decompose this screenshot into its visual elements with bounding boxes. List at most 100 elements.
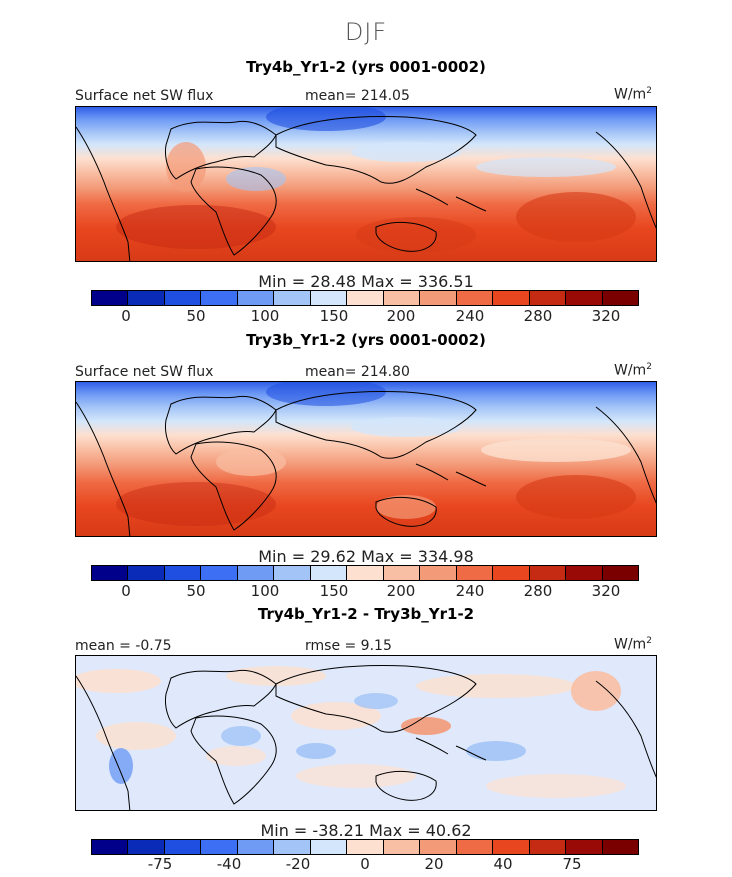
panel3-blob xyxy=(96,722,176,750)
panel3-blob xyxy=(486,774,626,798)
colorbar-swatch xyxy=(92,566,129,580)
panel2-mean-label: mean= 214.80 xyxy=(305,364,410,380)
colorbar-swatch xyxy=(237,291,275,305)
panel1-colorbar-label: 100 xyxy=(250,307,280,325)
colorbar-swatch xyxy=(274,840,311,854)
panel1-colorbar-label: 50 xyxy=(186,307,206,325)
panel3-anomalies xyxy=(76,666,626,798)
panel3-rmse-label: rmse = 9.15 xyxy=(305,638,392,654)
panel2-map xyxy=(75,381,657,537)
colorbar-swatch xyxy=(164,291,202,305)
panel3-blob xyxy=(571,671,621,711)
panel1-title: Try4b_Yr1-2 (yrs 0001-0002) xyxy=(246,58,486,76)
panel1-colorbar-label: 240 xyxy=(455,307,485,325)
panel1-blob xyxy=(351,142,461,162)
colorbar-swatch xyxy=(347,566,384,580)
colorbar-swatch xyxy=(128,566,165,580)
panel2-colorbar-label: 240 xyxy=(455,582,485,600)
colorbar-swatch xyxy=(201,840,238,854)
panel2-blob xyxy=(516,475,636,519)
colorbar-swatch xyxy=(164,840,202,854)
panel1-blob xyxy=(266,107,386,131)
panel2-blob xyxy=(376,495,436,519)
panel3-blob xyxy=(466,741,526,761)
panel1-minmax: Min = 28.48 Max = 336.51 xyxy=(258,272,474,291)
panel3-blob xyxy=(109,748,133,784)
colorbar-swatch xyxy=(420,566,457,580)
panel2-blob xyxy=(351,417,461,437)
panel2-variable-label: Surface net SW flux xyxy=(75,364,214,380)
colorbar-swatch xyxy=(92,291,129,305)
colorbar-swatch xyxy=(237,840,275,854)
colorbar-swatch xyxy=(347,840,384,854)
panel1-blob xyxy=(476,157,616,177)
colorbar-swatch xyxy=(602,566,639,580)
colorbar-swatch xyxy=(566,840,603,854)
panel3-colorbar-label: -40 xyxy=(216,855,242,873)
colorbar-swatch xyxy=(566,291,603,305)
colorbar-swatch xyxy=(201,291,238,305)
colorbar-swatch xyxy=(92,840,129,854)
panel2-colorbar-label: 200 xyxy=(386,582,416,600)
panel2-blob xyxy=(481,438,631,462)
panel3-blob xyxy=(76,669,161,693)
panel2-colorbar-label: 150 xyxy=(319,582,349,600)
colorbar-swatch xyxy=(201,566,238,580)
panel1-coastlines xyxy=(76,116,656,261)
panel3-blob xyxy=(296,764,416,788)
panel3-blob xyxy=(226,666,326,686)
colorbar-swatch xyxy=(310,566,348,580)
panel1-colorbar-label: 320 xyxy=(591,307,621,325)
colorbar-swatch xyxy=(383,566,421,580)
colorbar-swatch xyxy=(493,840,530,854)
panel2-colorbar-label: 0 xyxy=(121,582,131,600)
panel3-colorbar-label: -20 xyxy=(285,855,311,873)
panel1-colorbar-label: 200 xyxy=(386,307,416,325)
panel3-colorbar-label: 20 xyxy=(424,855,444,873)
panel3-blob xyxy=(206,746,266,766)
colorbar-swatch xyxy=(420,840,457,854)
colorbar-swatch xyxy=(456,291,494,305)
colorbar-swatch xyxy=(274,566,311,580)
colorbar-swatch xyxy=(456,840,494,854)
panel1-blob xyxy=(516,192,636,242)
colorbar-swatch xyxy=(310,291,348,305)
panel3-blob xyxy=(401,717,451,735)
panel1-blob xyxy=(226,167,286,191)
colorbar-swatch xyxy=(274,291,311,305)
colorbar-swatch xyxy=(420,291,457,305)
colorbar-swatch xyxy=(456,566,494,580)
colorbar-swatch xyxy=(164,566,202,580)
panel2-colorbar-label: 280 xyxy=(523,582,553,600)
panel1-colorbar-label: 150 xyxy=(319,307,349,325)
panel3-colorbar-label: 75 xyxy=(562,855,582,873)
panel1-colorbar-label: 280 xyxy=(523,307,553,325)
colorbar-swatch xyxy=(529,291,567,305)
panel2-colorbar-label: 320 xyxy=(591,582,621,600)
panel3-blob xyxy=(221,726,261,746)
panel3-mean-label: mean = -0.75 xyxy=(75,638,172,654)
colorbar-swatch xyxy=(347,291,384,305)
panel1-colorbar-label: 0 xyxy=(121,307,131,325)
season-title: DJF xyxy=(344,18,388,46)
panel2-blob xyxy=(116,482,276,526)
panel2-coastlines xyxy=(76,391,656,536)
panel1-blob xyxy=(356,217,476,253)
panel3-colorbar-label: 0 xyxy=(360,855,370,873)
panel1-colorbar xyxy=(91,290,639,306)
colorbar-swatch xyxy=(566,566,603,580)
panel1-mean-label: mean= 214.05 xyxy=(305,88,410,104)
panel3-colorbar xyxy=(91,839,639,855)
panel3-blob xyxy=(416,674,576,698)
panel3-blob xyxy=(354,693,398,709)
panel3-minmax: Min = -38.21 Max = 40.62 xyxy=(260,821,472,840)
panel2-colorbar xyxy=(91,565,639,581)
panel2-title: Try3b_Yr1-2 (yrs 0001-0002) xyxy=(246,331,486,349)
panel2-colorbar-label: 50 xyxy=(186,582,206,600)
colorbar-swatch xyxy=(529,840,567,854)
panel3-units: W/m2 xyxy=(614,636,652,653)
colorbar-swatch xyxy=(529,566,567,580)
colorbar-swatch xyxy=(383,840,421,854)
colorbar-swatch xyxy=(383,291,421,305)
panel2-blob xyxy=(216,448,286,476)
